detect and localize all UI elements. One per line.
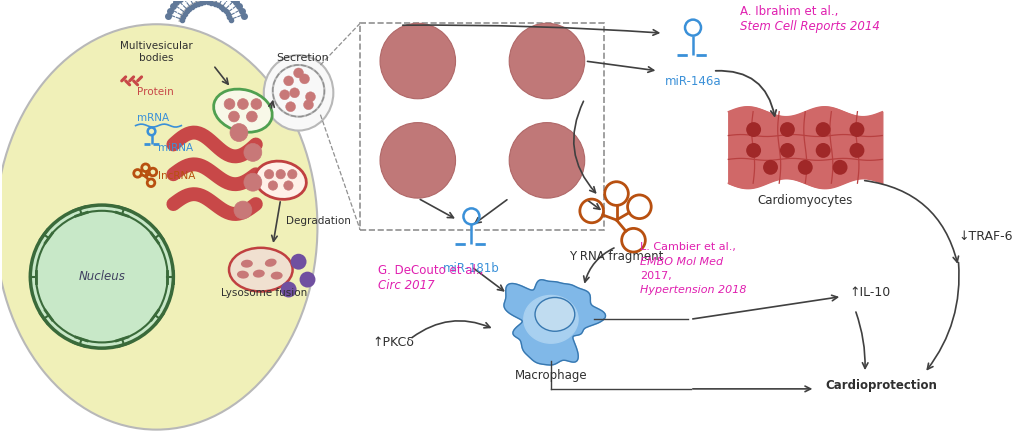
- Circle shape: [244, 143, 262, 162]
- Polygon shape: [169, 0, 243, 21]
- Bar: [360, 23, 603, 230]
- Circle shape: [300, 74, 309, 84]
- Circle shape: [283, 181, 292, 190]
- Text: A. Ibrahim et al.,: A. Ibrahim et al.,: [739, 5, 838, 18]
- Text: Macrophage: Macrophage: [515, 369, 587, 382]
- Text: miR-181b: miR-181b: [442, 262, 499, 275]
- Ellipse shape: [229, 248, 292, 292]
- Circle shape: [276, 169, 285, 179]
- Circle shape: [746, 122, 760, 137]
- Ellipse shape: [236, 270, 249, 279]
- Circle shape: [285, 102, 296, 112]
- Text: Lysosome fusion: Lysosome fusion: [221, 289, 307, 299]
- Text: miR-146a: miR-146a: [664, 75, 720, 88]
- Circle shape: [762, 160, 777, 175]
- Text: Degradation: Degradation: [285, 216, 351, 226]
- Circle shape: [293, 68, 304, 78]
- Circle shape: [832, 160, 847, 175]
- Text: Nucleus: Nucleus: [78, 270, 125, 283]
- Circle shape: [508, 123, 584, 198]
- Circle shape: [247, 111, 257, 122]
- Circle shape: [268, 181, 277, 190]
- Circle shape: [244, 173, 262, 191]
- Circle shape: [815, 143, 829, 158]
- Text: Multivesicular
bodies: Multivesicular bodies: [120, 41, 193, 63]
- Circle shape: [849, 143, 863, 158]
- Text: G. DeCouto et al.,: G. DeCouto et al.,: [378, 264, 483, 276]
- Ellipse shape: [255, 161, 306, 199]
- Ellipse shape: [264, 55, 333, 130]
- Text: Stem Cell Reports 2014: Stem Cell Reports 2014: [739, 20, 878, 33]
- Circle shape: [283, 76, 293, 86]
- Circle shape: [251, 98, 262, 109]
- Text: 2017,: 2017,: [640, 270, 672, 281]
- Ellipse shape: [31, 205, 173, 348]
- Ellipse shape: [265, 259, 276, 267]
- Circle shape: [264, 169, 273, 179]
- Circle shape: [849, 122, 863, 137]
- Ellipse shape: [253, 270, 265, 278]
- Ellipse shape: [213, 89, 272, 132]
- Text: L. Cambier et al.,: L. Cambier et al.,: [640, 242, 736, 252]
- Text: Cardioprotection: Cardioprotection: [825, 379, 936, 392]
- Polygon shape: [503, 280, 605, 365]
- Text: EMBO Mol Med: EMBO Mol Med: [640, 257, 722, 267]
- Text: miRNA: miRNA: [158, 143, 194, 153]
- Circle shape: [237, 98, 248, 109]
- Circle shape: [508, 23, 584, 99]
- Circle shape: [300, 272, 315, 288]
- Text: lncRNA: lncRNA: [158, 171, 196, 181]
- Text: Cardiomyocytes: Cardiomyocytes: [757, 194, 852, 207]
- Circle shape: [233, 201, 252, 219]
- Circle shape: [289, 88, 300, 98]
- Circle shape: [306, 92, 315, 102]
- Circle shape: [280, 282, 297, 298]
- Ellipse shape: [240, 260, 253, 268]
- Circle shape: [380, 23, 455, 99]
- Circle shape: [224, 98, 234, 109]
- Circle shape: [380, 123, 455, 198]
- Circle shape: [304, 100, 313, 110]
- Text: ↑PKCδ: ↑PKCδ: [372, 336, 414, 349]
- Circle shape: [287, 169, 297, 179]
- Circle shape: [797, 160, 812, 175]
- Text: Protein: Protein: [137, 87, 173, 97]
- Polygon shape: [524, 295, 578, 343]
- Circle shape: [228, 111, 239, 122]
- Ellipse shape: [270, 272, 282, 280]
- Text: Y RNA fragment: Y RNA fragment: [569, 250, 663, 263]
- Text: mRNA: mRNA: [137, 113, 168, 123]
- Text: Secretion: Secretion: [276, 53, 328, 63]
- Ellipse shape: [0, 24, 317, 429]
- Text: Hypertension 2018: Hypertension 2018: [640, 286, 746, 295]
- Text: Circ 2017: Circ 2017: [378, 279, 434, 292]
- Ellipse shape: [535, 298, 575, 331]
- Circle shape: [780, 143, 794, 158]
- Circle shape: [746, 143, 760, 158]
- Circle shape: [279, 90, 289, 100]
- Circle shape: [290, 254, 307, 270]
- Circle shape: [272, 65, 324, 117]
- Circle shape: [229, 124, 248, 142]
- Circle shape: [780, 122, 794, 137]
- Text: ↓TRAF-6: ↓TRAF-6: [958, 230, 1012, 243]
- Text: ↑IL-10: ↑IL-10: [848, 286, 890, 299]
- Circle shape: [815, 122, 829, 137]
